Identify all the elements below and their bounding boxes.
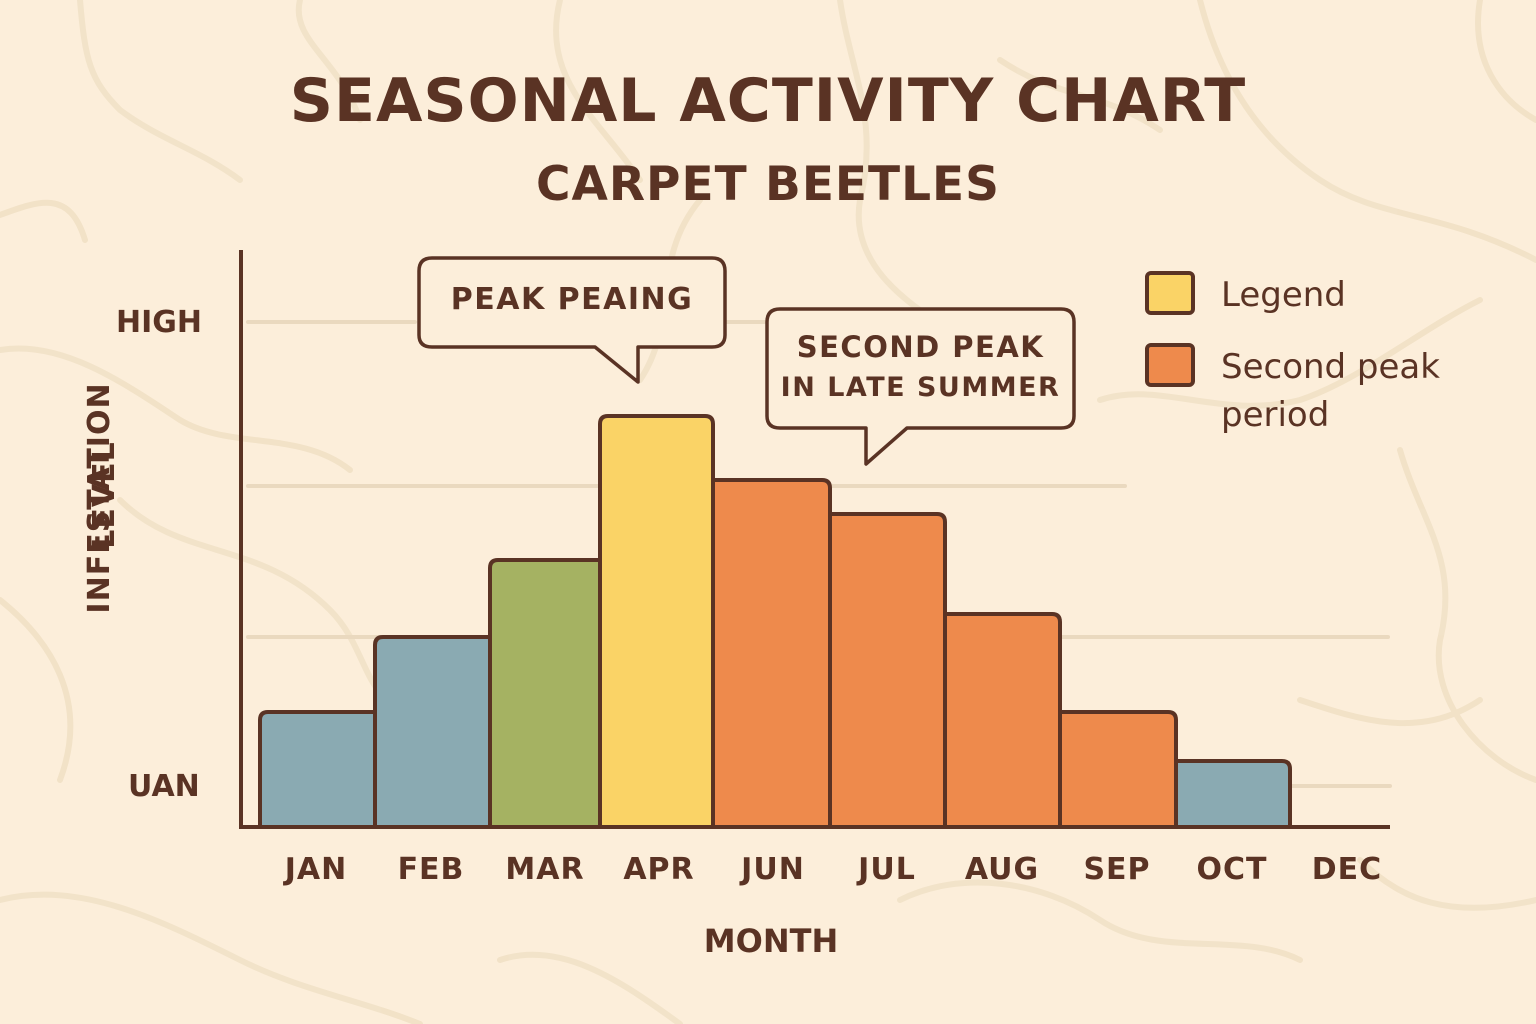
callout-bubble-peak — [417, 256, 727, 384]
legend-label-orange-line1: Second peak — [1221, 347, 1440, 387]
legend-item-yellow: Legend — [1145, 271, 1346, 315]
bar-sep — [1058, 710, 1178, 829]
y-axis-title-line2: LEVEL — [87, 441, 122, 549]
x-tick-jul: JUL — [858, 852, 916, 887]
x-axis-title: MONTH — [703, 922, 839, 960]
legend-label-orange: Second peak period — [1195, 343, 1440, 435]
bar-mar — [488, 558, 602, 829]
legend-swatch-orange — [1145, 343, 1195, 387]
y-tick-low: UAN — [128, 769, 200, 804]
x-tick-jun: JUN — [741, 852, 805, 887]
legend-label-yellow: Legend — [1221, 275, 1346, 315]
x-tick-feb: FEB — [397, 852, 465, 887]
x-tick-sep: SEP — [1083, 852, 1151, 887]
bar-apr — [598, 414, 715, 829]
callout-second-peak-line2: IN LATE SUMMER — [780, 372, 1061, 403]
x-tick-dec: DEC — [1311, 852, 1383, 887]
bar-jan — [258, 710, 377, 829]
bars — [258, 414, 1292, 829]
chart-title: SEASONAL ACTIVITY CHART — [289, 66, 1247, 136]
bar-aug — [943, 612, 1062, 829]
legend-swatch-yellow — [1145, 271, 1195, 315]
bar-feb — [373, 635, 492, 829]
callout-second-peak-line1: SECOND PEAK — [796, 330, 1045, 364]
legend-label-orange-line2: period — [1221, 395, 1330, 435]
callout-bubble-second-peak — [765, 307, 1076, 466]
legend-item-orange: Second peak period — [1145, 343, 1440, 435]
y-tick-high: HIGH — [116, 305, 203, 340]
chart-subtitle: CARPET BEETLES — [535, 157, 1001, 212]
bar-jun — [711, 478, 832, 829]
x-tick-jan: JAN — [284, 852, 348, 887]
x-tick-oct: OCT — [1196, 852, 1268, 887]
callout-peak-text: PEAK PEAING — [450, 282, 694, 317]
bar-jul — [828, 512, 947, 829]
x-tick-apr: APR — [623, 852, 695, 887]
bar-oct — [1174, 759, 1292, 829]
x-tick-mar: MAR — [505, 852, 585, 887]
x-tick-aug: AUG — [964, 852, 1040, 887]
